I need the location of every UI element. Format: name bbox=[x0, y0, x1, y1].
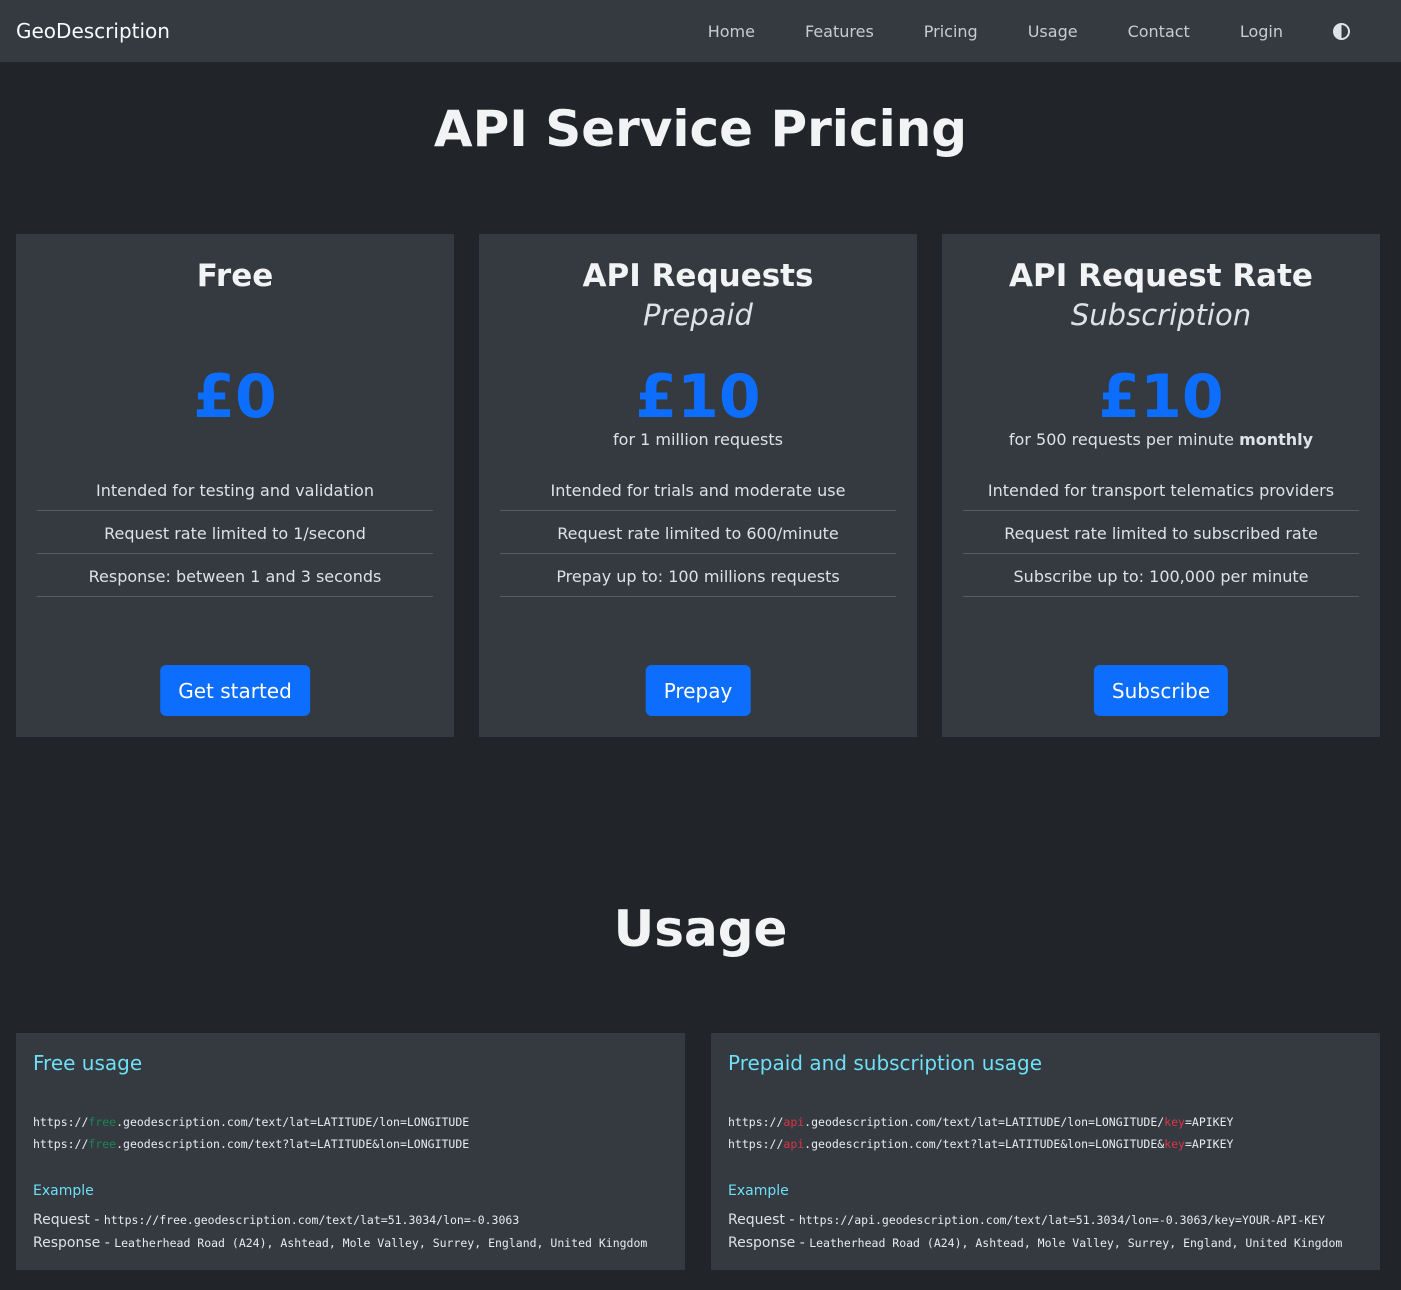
feature-item: Intended for transport telematics provid… bbox=[963, 468, 1359, 511]
plan-name: API Request Rate bbox=[1009, 258, 1313, 294]
endpoint-url: https://free.geodescription.com/text/lat… bbox=[33, 1111, 668, 1133]
endpoint-url: https://free.geodescription.com/text?lat… bbox=[33, 1133, 668, 1155]
plan-name: API Requests bbox=[582, 258, 814, 294]
plan-subtitle bbox=[16, 298, 454, 338]
plan-note: for 500 requests per minute monthly bbox=[942, 430, 1380, 449]
plan-card-subscription: API Request Rate Subscription £10 for 50… bbox=[942, 234, 1380, 737]
url-path: .geodescription.com/text?lat=LATITUDE&lo… bbox=[804, 1137, 1165, 1151]
contrast-icon[interactable] bbox=[1333, 22, 1350, 40]
feature-item: Subscribe up to: 100,000 per minute bbox=[963, 554, 1359, 597]
url-key: key bbox=[1164, 1115, 1185, 1129]
url-scheme: https:// bbox=[728, 1115, 784, 1129]
url-path: .geodescription.com/text?lat=LATITUDE&lo… bbox=[116, 1137, 470, 1151]
example-response: Response - Leatherhead Road (A24), Ashte… bbox=[728, 1236, 1363, 1251]
url-host: api bbox=[783, 1137, 805, 1151]
endpoint-list: https://api.geodescription.com/text/lat=… bbox=[728, 1111, 1363, 1155]
feature-item: Request rate limited to 1/second bbox=[37, 511, 433, 554]
response-text: Leatherhead Road (A24), Ashtead, Mole Va… bbox=[809, 1236, 1343, 1250]
example-response: Response - Leatherhead Road (A24), Ashte… bbox=[33, 1236, 668, 1251]
plan-price: £0 bbox=[193, 362, 277, 432]
plan-note-bold: monthly bbox=[1239, 430, 1314, 449]
plan-note-text: for 500 requests per minute bbox=[1008, 430, 1234, 449]
prepay-button[interactable]: Prepay bbox=[645, 665, 751, 716]
feature-list: Intended for transport telematics provid… bbox=[963, 468, 1359, 597]
response-label: Response - bbox=[33, 1235, 115, 1251]
nav-contact[interactable]: Contact bbox=[1127, 21, 1190, 41]
feature-item: Response: between 1 and 3 seconds bbox=[37, 554, 433, 597]
feature-item: Intended for testing and validation bbox=[37, 468, 433, 511]
plan-price: £10 bbox=[1098, 362, 1224, 432]
url-key-value: =APIKEY bbox=[1184, 1137, 1234, 1151]
example-request: Request - https://free.geodescription.co… bbox=[33, 1213, 668, 1228]
feature-item: Request rate limited to 600/minute bbox=[500, 511, 896, 554]
url-path: .geodescription.com/text/lat=LATITUDE/lo… bbox=[116, 1115, 470, 1129]
plan-subtitle: Subscription bbox=[1070, 298, 1252, 332]
url-host: api bbox=[783, 1115, 805, 1129]
feature-list: Intended for testing and validation Requ… bbox=[37, 468, 433, 597]
nav-home[interactable]: Home bbox=[707, 21, 755, 41]
request-url: https://free.geodescription.com/text/lat… bbox=[103, 1213, 520, 1227]
plan-card-free: Free £0 Intended for testing and validat… bbox=[16, 234, 454, 737]
nav-features[interactable]: Features bbox=[804, 21, 874, 41]
plan-note: for 1 million requests bbox=[613, 430, 783, 449]
response-label: Response - bbox=[728, 1235, 810, 1251]
request-label: Request - bbox=[728, 1212, 799, 1228]
get-started-button[interactable]: Get started bbox=[160, 665, 310, 716]
endpoint-list: https://free.geodescription.com/text/lat… bbox=[33, 1111, 668, 1155]
plan-name: Free bbox=[196, 258, 274, 294]
card-title: Free usage bbox=[33, 1051, 143, 1075]
url-key: key bbox=[1164, 1137, 1185, 1151]
response-text: Leatherhead Road (A24), Ashtead, Mole Va… bbox=[114, 1236, 648, 1250]
url-scheme: https:// bbox=[33, 1137, 89, 1151]
nav-links: Home Features Pricing Usage Contact Logi… bbox=[658, 22, 1350, 41]
paid-usage-card: Prepaid and subscription usage https://a… bbox=[711, 1033, 1380, 1270]
navbar: GeoDescription Home Features Pricing Usa… bbox=[0, 0, 1401, 62]
request-label: Request - bbox=[33, 1212, 104, 1228]
feature-list: Intended for trials and moderate use Req… bbox=[500, 468, 896, 597]
feature-item: Prepay up to: 100 millions requests bbox=[500, 554, 896, 597]
url-host: free bbox=[88, 1115, 117, 1129]
brand-logo[interactable]: GeoDescription bbox=[16, 19, 170, 43]
nav-usage[interactable]: Usage bbox=[1027, 21, 1078, 41]
url-path: .geodescription.com/text/lat=LATITUDE/lo… bbox=[804, 1115, 1165, 1129]
example-heading: Example bbox=[728, 1183, 789, 1199]
example-heading: Example bbox=[33, 1183, 94, 1199]
feature-item: Intended for trials and moderate use bbox=[500, 468, 896, 511]
plan-card-prepaid: API Requests Prepaid £10 for 1 million r… bbox=[479, 234, 917, 737]
endpoint-url: https://api.geodescription.com/text?lat=… bbox=[728, 1133, 1363, 1155]
plan-subtitle: Prepaid bbox=[643, 298, 753, 332]
example-request: Request - https://api.geodescription.com… bbox=[728, 1213, 1363, 1228]
plan-price: £10 bbox=[635, 362, 761, 432]
card-title: Prepaid and subscription usage bbox=[728, 1051, 1043, 1075]
feature-item: Request rate limited to subscribed rate bbox=[963, 511, 1359, 554]
subscribe-button[interactable]: Subscribe bbox=[1093, 665, 1229, 716]
url-key-value: =APIKEY bbox=[1184, 1115, 1234, 1129]
url-scheme: https:// bbox=[33, 1115, 89, 1129]
request-url: https://api.geodescription.com/text/lat=… bbox=[798, 1213, 1326, 1227]
usage-title: Usage bbox=[613, 900, 788, 958]
nav-login[interactable]: Login bbox=[1239, 21, 1283, 41]
url-host: free bbox=[88, 1137, 117, 1151]
pricing-title: API Service Pricing bbox=[433, 100, 968, 158]
url-scheme: https:// bbox=[728, 1137, 784, 1151]
free-usage-card: Free usage https://free.geodescription.c… bbox=[16, 1033, 685, 1270]
endpoint-url: https://api.geodescription.com/text/lat=… bbox=[728, 1111, 1363, 1133]
nav-pricing[interactable]: Pricing bbox=[923, 21, 978, 41]
